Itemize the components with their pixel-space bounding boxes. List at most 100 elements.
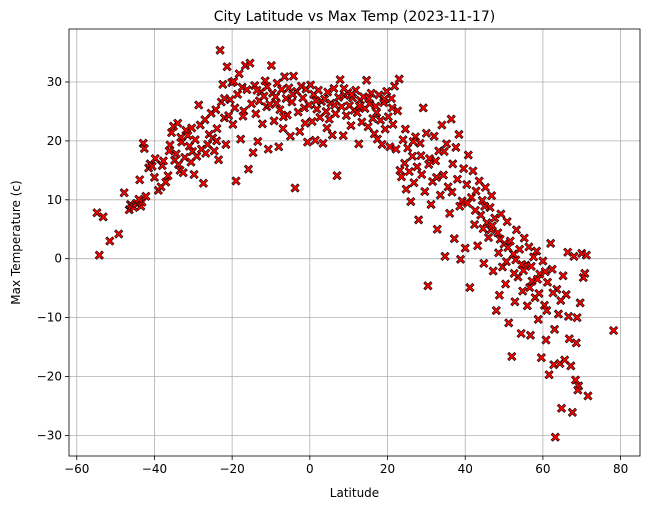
data-point bbox=[134, 194, 144, 204]
data-point bbox=[288, 89, 298, 100]
data-point bbox=[388, 119, 398, 130]
data-point bbox=[573, 385, 583, 395]
data-point bbox=[564, 334, 574, 344]
data-point bbox=[329, 83, 339, 94]
data-point bbox=[139, 143, 149, 154]
data-point bbox=[441, 139, 452, 149]
data-point bbox=[429, 131, 439, 141]
data-point bbox=[194, 100, 204, 110]
data-point bbox=[178, 168, 188, 178]
data-point bbox=[352, 108, 362, 118]
data-point bbox=[491, 305, 501, 316]
data-point bbox=[435, 190, 445, 200]
data-point bbox=[538, 256, 548, 266]
data-point bbox=[201, 148, 211, 158]
data-point bbox=[333, 92, 344, 102]
data-point bbox=[423, 281, 433, 291]
data-point bbox=[346, 120, 356, 131]
y-tick-label: −20 bbox=[37, 369, 62, 383]
data-point bbox=[470, 205, 480, 216]
data-point bbox=[298, 93, 308, 103]
data-point bbox=[94, 250, 104, 260]
data-point bbox=[516, 328, 526, 339]
data-point bbox=[446, 114, 456, 124]
y-tick-label: 20 bbox=[47, 134, 62, 148]
data-point bbox=[330, 109, 341, 119]
data-point bbox=[518, 286, 528, 296]
data-point bbox=[135, 175, 145, 185]
data-point bbox=[487, 221, 498, 231]
data-point bbox=[171, 149, 181, 159]
data-point bbox=[542, 305, 552, 316]
data-point bbox=[215, 45, 225, 55]
data-point bbox=[315, 112, 325, 122]
data-point bbox=[269, 116, 279, 126]
data-point bbox=[300, 118, 310, 128]
data-point bbox=[271, 98, 282, 108]
data-point bbox=[251, 109, 261, 119]
data-point bbox=[278, 112, 289, 122]
data-point bbox=[483, 232, 494, 243]
data-point bbox=[580, 268, 590, 279]
data-point bbox=[211, 105, 221, 115]
data-point bbox=[312, 104, 322, 114]
data-point bbox=[98, 212, 108, 222]
data-point bbox=[478, 224, 488, 234]
data-point bbox=[548, 288, 558, 298]
data-point bbox=[431, 172, 442, 183]
data-point bbox=[389, 81, 400, 91]
data-point bbox=[242, 85, 252, 95]
data-point bbox=[276, 85, 287, 95]
data-point bbox=[218, 79, 228, 89]
data-point bbox=[284, 83, 294, 93]
data-point bbox=[572, 312, 582, 323]
data-point bbox=[556, 403, 567, 413]
data-point bbox=[563, 247, 573, 257]
data-point bbox=[449, 234, 459, 244]
data-point bbox=[272, 78, 282, 88]
data-point bbox=[486, 191, 497, 201]
data-point bbox=[377, 139, 387, 150]
data-point bbox=[424, 159, 434, 170]
data-point bbox=[149, 172, 160, 183]
data-point bbox=[337, 102, 347, 112]
data-point bbox=[253, 136, 263, 147]
data-point bbox=[502, 216, 512, 227]
data-point bbox=[417, 169, 427, 180]
x-tick-label: −20 bbox=[219, 462, 244, 476]
data-point bbox=[525, 282, 535, 293]
data-point bbox=[246, 99, 257, 109]
data-point bbox=[556, 295, 566, 306]
data-point bbox=[398, 135, 408, 145]
data-point bbox=[460, 243, 470, 253]
data-point bbox=[211, 136, 222, 146]
data-point bbox=[105, 236, 115, 246]
data-point bbox=[259, 91, 269, 101]
data-point bbox=[375, 115, 386, 125]
data-point bbox=[209, 146, 219, 156]
data-point bbox=[382, 86, 392, 97]
data-point bbox=[248, 148, 258, 158]
data-point bbox=[403, 143, 413, 153]
data-point bbox=[163, 171, 173, 181]
data-point bbox=[581, 250, 592, 260]
data-point bbox=[221, 139, 231, 150]
data-point bbox=[480, 182, 491, 193]
data-point bbox=[341, 110, 351, 121]
data-point bbox=[245, 58, 255, 68]
data-point bbox=[534, 288, 544, 299]
data-point bbox=[380, 124, 390, 134]
data-point bbox=[503, 242, 513, 253]
data-point bbox=[379, 94, 390, 104]
data-point bbox=[509, 268, 519, 279]
data-point bbox=[400, 124, 411, 134]
data-point bbox=[511, 225, 522, 235]
data-point bbox=[452, 174, 463, 184]
data-point bbox=[189, 169, 199, 180]
data-point bbox=[114, 229, 124, 239]
data-point bbox=[187, 123, 197, 133]
y-tick-label: 30 bbox=[47, 75, 62, 89]
data-point bbox=[544, 370, 554, 380]
data-point bbox=[418, 103, 428, 113]
data-point bbox=[510, 297, 520, 307]
